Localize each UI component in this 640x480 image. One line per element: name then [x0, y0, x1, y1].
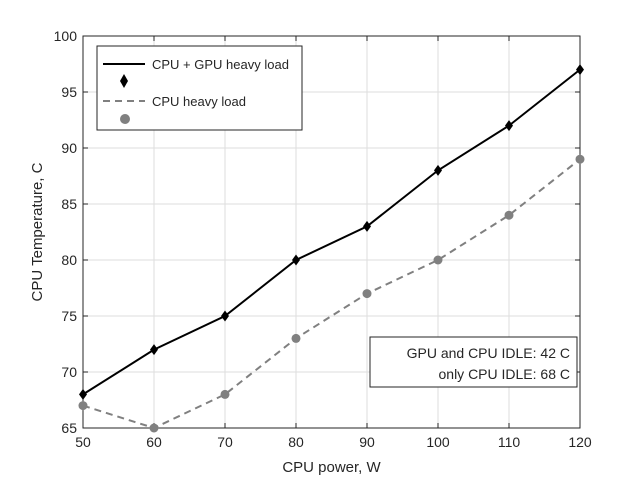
data-point: [292, 254, 300, 266]
series-line-0: [82, 68, 581, 396]
grid-lines: [82, 35, 581, 429]
y-tick-label: 95: [61, 84, 77, 100]
x-axis-label: CPU power, W: [282, 459, 381, 476]
data-point: [434, 164, 442, 176]
x-tick-label: 70: [217, 434, 233, 450]
data-point: [221, 310, 229, 322]
data-point: [220, 389, 230, 399]
y-tick-label: 75: [61, 308, 77, 324]
data-point: [291, 333, 301, 343]
data-point: [504, 210, 514, 220]
annotation-box: [369, 336, 578, 388]
data-point: [576, 64, 584, 76]
data-point: [505, 120, 513, 132]
data-point: [362, 289, 372, 299]
x-tick-label: 50: [75, 434, 91, 450]
x-tick-label: 90: [359, 434, 375, 450]
y-tick-label: 85: [61, 196, 77, 212]
legend-label-cpu-gpu: CPU + GPU heavy load: [152, 57, 289, 72]
x-tick-label: 120: [568, 434, 592, 450]
data-point: [433, 255, 443, 265]
y-tick-label: 90: [61, 140, 77, 156]
legend-marker-cpu: [120, 114, 130, 124]
data-point: [79, 388, 87, 400]
series-line-1: [82, 158, 581, 430]
y-tick-label: 65: [61, 420, 77, 436]
x-tick-label: 80: [288, 434, 304, 450]
data-point: [150, 344, 158, 356]
data-point: [363, 220, 371, 232]
legend-label-cpu: CPU heavy load: [152, 94, 246, 109]
x-tick-label: 100: [426, 434, 450, 450]
series-layer: [78, 64, 585, 433]
legend-box: [96, 45, 303, 131]
data-point: [149, 423, 159, 433]
x-tick-label: 60: [146, 434, 162, 450]
axis-ticks: 50 60 70 80 90 100 110 120 65 70 75 80 85 90 95 100: [54, 28, 592, 450]
legend-marker-cpu-gpu: [120, 74, 128, 88]
x-tick-label: 110: [498, 434, 521, 450]
plot-frame: [82, 35, 581, 429]
y-tick-label: 70: [61, 364, 77, 380]
idle-annotation: GPU and CPU IDLE: 42 C only CPU IDLE: 68…: [369, 336, 578, 388]
annotation-line-1: GPU and CPU IDLE: 42 C: [407, 345, 570, 361]
data-point: [575, 154, 585, 164]
y-axis-label: CPU Temperature, C: [29, 162, 46, 301]
data-point: [78, 401, 88, 411]
annotation-line-2: only CPU IDLE: 68 C: [439, 366, 571, 382]
y-tick-label: 80: [61, 252, 77, 268]
y-tick-label: 100: [54, 28, 78, 44]
legend: CPU + GPU heavy load CPU heavy load: [96, 45, 303, 131]
